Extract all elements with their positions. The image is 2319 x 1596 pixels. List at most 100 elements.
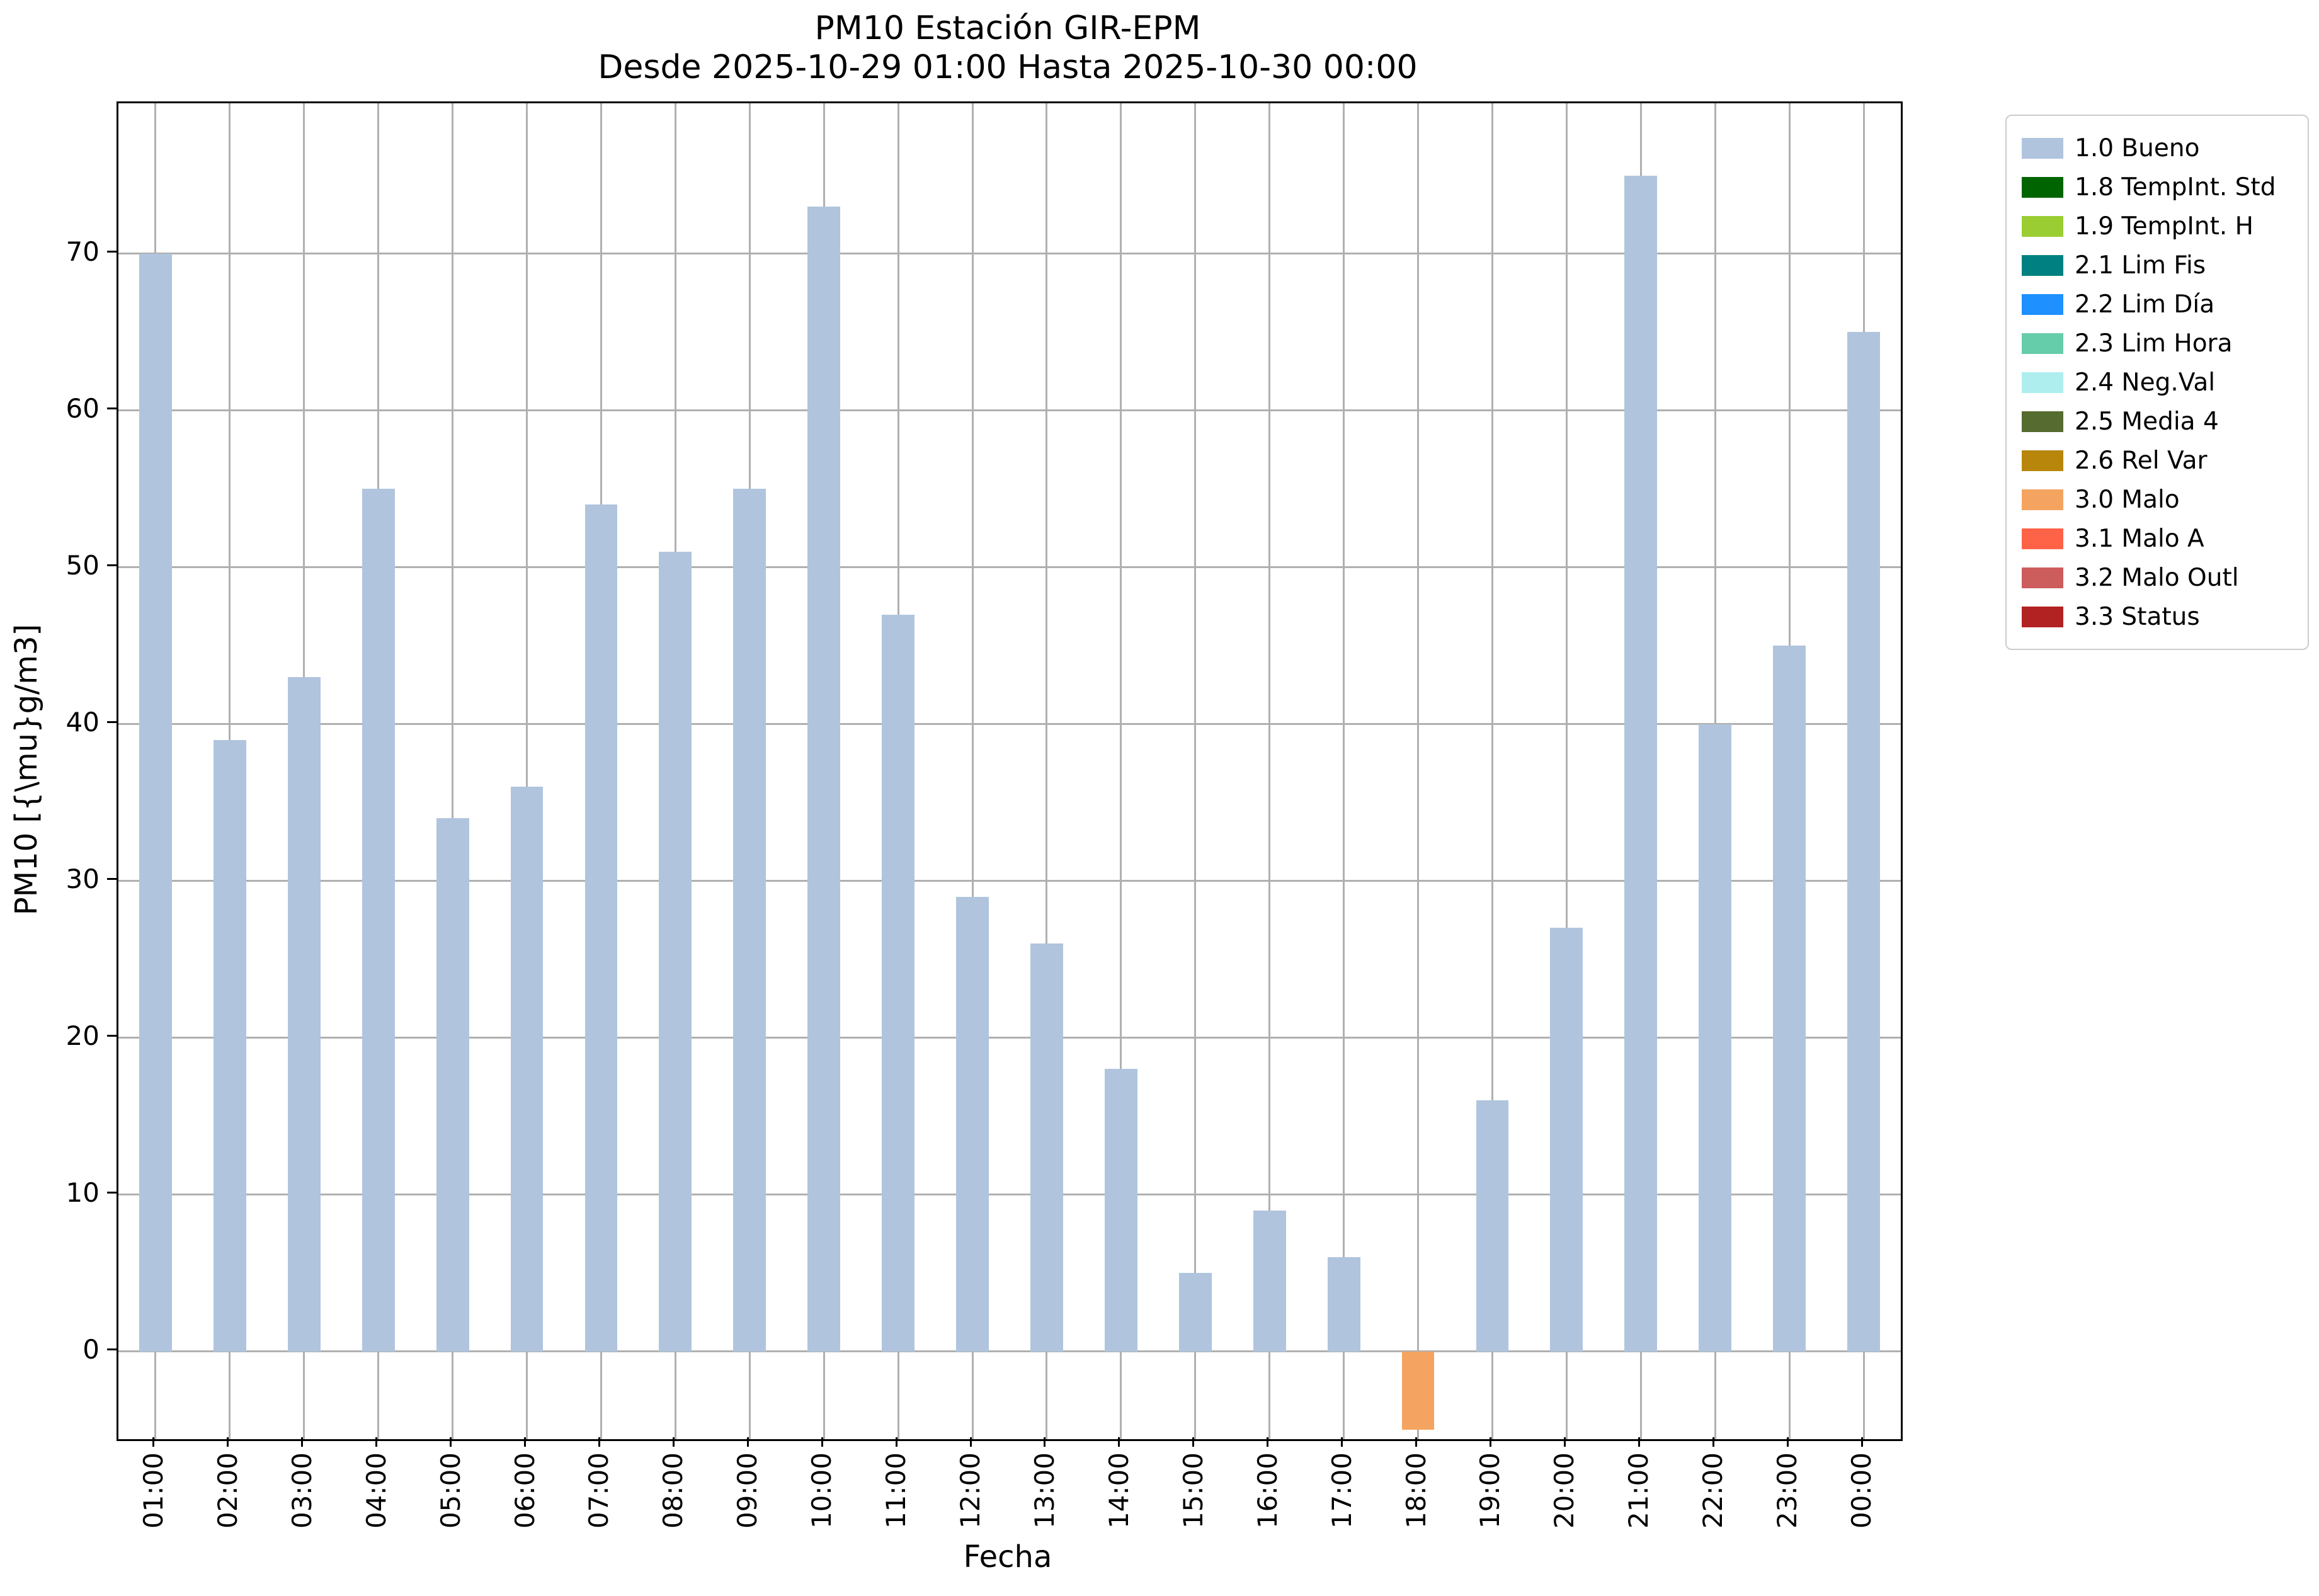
bar xyxy=(807,207,841,1352)
bar xyxy=(1476,1100,1509,1352)
x-tick-mark xyxy=(1786,1437,1789,1447)
y-gridline xyxy=(118,566,1901,569)
y-tick-mark xyxy=(107,1192,117,1194)
y-axis-label: PM10 [{\mu}g/m3] xyxy=(9,624,44,916)
x-tick-mark xyxy=(1192,1437,1195,1447)
legend-label: 2.1 Lim Fis xyxy=(2075,251,2206,280)
x-gridline xyxy=(971,103,974,1439)
y-tick-mark xyxy=(107,1035,117,1037)
legend-item: 1.0 Bueno xyxy=(2022,128,2293,168)
x-gridline xyxy=(1491,103,1493,1439)
bar xyxy=(1253,1210,1286,1352)
legend-swatch xyxy=(2022,176,2063,198)
bar xyxy=(956,896,989,1352)
x-tick-label: 11:00 xyxy=(880,1452,912,1529)
legend-swatch xyxy=(2022,215,2063,237)
x-tick-label: 15:00 xyxy=(1177,1452,1209,1529)
x-tick-label: 12:00 xyxy=(955,1452,986,1529)
legend-label: 2.4 Neg.Val xyxy=(2075,368,2216,397)
x-tick-label: 21:00 xyxy=(1623,1452,1655,1529)
legend-label: 2.2 Lim Día xyxy=(2075,290,2215,319)
legend-item: 2.2 Lim Día xyxy=(2022,285,2293,324)
bar xyxy=(213,739,246,1352)
x-tick-label: 02:00 xyxy=(212,1452,243,1529)
x-tick-label: 14:00 xyxy=(1103,1452,1134,1529)
bar xyxy=(139,253,172,1352)
legend-item: 2.4 Neg.Val xyxy=(2022,363,2293,402)
x-tick-mark xyxy=(1267,1437,1269,1447)
y-tick-mark xyxy=(107,878,117,881)
bar xyxy=(1178,1273,1212,1352)
x-tick-label: 17:00 xyxy=(1326,1452,1357,1529)
legend-swatch xyxy=(2022,450,2063,471)
bar xyxy=(659,551,692,1352)
x-gridline xyxy=(526,103,528,1439)
legend-item: 2.1 Lim Fis xyxy=(2022,246,2293,285)
x-tick-label: 18:00 xyxy=(1400,1452,1432,1529)
legend: 1.0 Bueno 1.8 TempInt. Std 1.9 TempInt. H 2… xyxy=(2005,115,2309,650)
y-tick-label: 20 xyxy=(66,1020,100,1051)
x-tick-label: 10:00 xyxy=(806,1452,838,1529)
legend-item: 3.0 Malo xyxy=(2022,480,2293,519)
x-tick-label: 08:00 xyxy=(658,1452,689,1529)
legend-item: 1.8 TempInt. Std xyxy=(2022,168,2293,207)
x-tick-mark xyxy=(152,1437,155,1447)
bar xyxy=(1699,724,1732,1352)
y-tick-label: 60 xyxy=(66,392,100,424)
y-gridline xyxy=(118,1350,1901,1353)
x-tick-mark xyxy=(821,1437,823,1447)
x-tick-mark xyxy=(1415,1437,1418,1447)
legend-swatch xyxy=(2022,567,2063,588)
legend-label: 3.1 Malo A xyxy=(2075,524,2204,553)
x-tick-label: 19:00 xyxy=(1474,1452,1506,1529)
x-tick-mark xyxy=(1044,1437,1046,1447)
legend-label: 2.3 Lim Hora xyxy=(2075,329,2233,358)
legend-label: 3.0 Malo xyxy=(2075,485,2180,514)
y-tick-mark xyxy=(107,1348,117,1351)
y-tick-label: 10 xyxy=(66,1177,100,1208)
x-tick-mark xyxy=(1860,1437,1863,1447)
y-tick-label: 70 xyxy=(66,236,100,267)
bar xyxy=(1847,332,1880,1352)
bar xyxy=(1030,943,1063,1352)
bar xyxy=(584,504,618,1352)
x-tick-mark xyxy=(1341,1437,1343,1447)
legend-swatch xyxy=(2022,606,2063,627)
plot-area xyxy=(117,101,1903,1441)
x-tick-mark xyxy=(598,1437,600,1447)
x-tick-mark xyxy=(524,1437,527,1447)
y-gridline xyxy=(118,409,1901,412)
legend-label: 2.6 Rel Var xyxy=(2075,446,2208,475)
legend-swatch xyxy=(2022,294,2063,315)
x-tick-label: 03:00 xyxy=(286,1452,317,1529)
y-tick-label: 30 xyxy=(66,863,100,894)
legend-swatch xyxy=(2022,372,2063,393)
x-tick-label: 13:00 xyxy=(1028,1452,1060,1529)
x-tick-label: 04:00 xyxy=(360,1452,392,1529)
x-tick-mark xyxy=(227,1437,229,1447)
x-gridline xyxy=(1343,103,1345,1439)
legend-item: 2.5 Media 4 xyxy=(2022,402,2293,441)
y-gridline xyxy=(118,1194,1901,1196)
legend-item: 3.3 Status xyxy=(2022,597,2293,636)
x-tick-label: 01:00 xyxy=(137,1452,169,1529)
x-gridline xyxy=(1046,103,1048,1439)
x-tick-label: 06:00 xyxy=(509,1452,540,1529)
x-tick-label: 07:00 xyxy=(583,1452,615,1529)
x-tick-mark xyxy=(1118,1437,1120,1447)
y-gridline xyxy=(118,1037,1901,1039)
legend-swatch xyxy=(2022,333,2063,354)
legend-label: 1.0 Bueno xyxy=(2075,134,2200,162)
y-gridline xyxy=(118,880,1901,882)
bar xyxy=(882,614,915,1352)
bar xyxy=(362,489,395,1352)
y-tick-mark xyxy=(107,564,117,567)
bar xyxy=(1624,175,1658,1352)
bar xyxy=(1327,1257,1360,1352)
bar xyxy=(1104,1069,1137,1352)
x-tick-label: 00:00 xyxy=(1846,1452,1877,1529)
bar xyxy=(1401,1351,1435,1430)
bar xyxy=(436,818,469,1352)
legend-label: 2.5 Media 4 xyxy=(2075,407,2219,436)
